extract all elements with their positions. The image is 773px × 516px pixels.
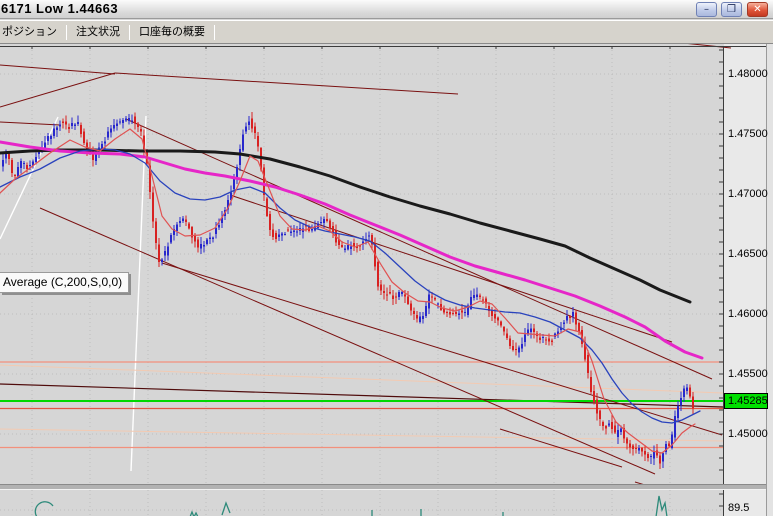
MA-red [0, 128, 696, 454]
price-axis-label: 1.46500 [728, 248, 768, 260]
price-axis-label: 1.46000 [728, 308, 768, 320]
current-price-tag: 1.45285 [724, 393, 768, 409]
price-axis-label: 1.45500 [728, 368, 768, 380]
tab-account-overview[interactable]: 口座毎の概要 [139, 25, 205, 38]
tab-order-status[interactable]: 注文状況 [76, 25, 120, 38]
close-button[interactable]: ✕ [747, 2, 768, 17]
MA-200-black [0, 148, 692, 304]
price-axis-label: 1.47500 [728, 128, 768, 140]
tab-separator [66, 24, 67, 40]
price-axis-label: 89.5 [728, 502, 750, 514]
indicator-tooltip: Average (C,200,S,0,0) [0, 272, 130, 293]
maximize-button[interactable]: ❒ [721, 2, 742, 17]
tab-bar: ポジション 注文状況 口座毎の概要 [0, 20, 773, 43]
minimize-button[interactable]: – [696, 2, 717, 17]
window-title: 6171 Low 1.44663 [1, 1, 119, 16]
title-bar: 6171 Low 1.44663 – ❒ ✕ [0, 0, 773, 19]
tab-separator [129, 24, 130, 40]
chart-area[interactable]: 1.48000 1.47500 1.47000 1.46500 1.46000 1.455… [0, 43, 773, 516]
MA-magenta [0, 140, 704, 360]
price-axis-label: 1.45000 [728, 428, 768, 440]
MA-blue [0, 148, 701, 424]
tab-separator [214, 24, 215, 40]
tab-positions[interactable]: ポジション [2, 25, 57, 38]
price-axis-label: 1.47000 [728, 188, 768, 200]
price-axis-label: 1.48000 [728, 68, 768, 80]
